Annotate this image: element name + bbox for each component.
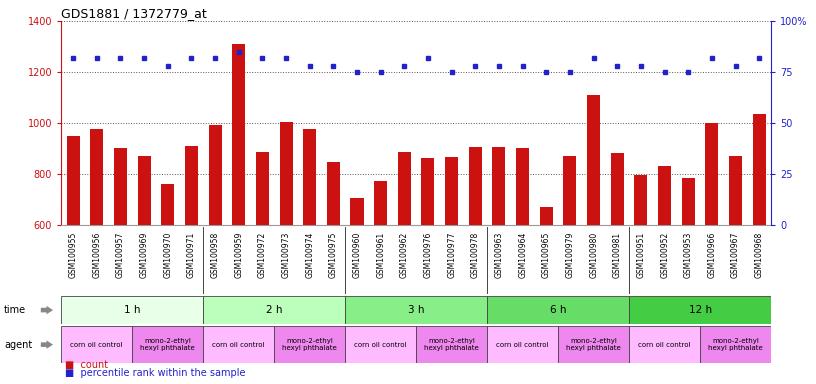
Bar (659, 166, 671, 377)
Bar (162, 184, 174, 377)
Bar (422, 159, 434, 377)
Text: corn oil control: corn oil control (354, 342, 407, 348)
Bar (700, 326, 771, 363)
Bar (280, 122, 292, 377)
Bar (730, 156, 742, 377)
Text: mono-2-ethyl
hexyl phthalate: mono-2-ethyl hexyl phthalate (708, 338, 763, 351)
Bar (209, 126, 221, 377)
Text: mono-2-ethyl
hexyl phthalate: mono-2-ethyl hexyl phthalate (140, 338, 195, 351)
Text: GSM100965: GSM100965 (542, 232, 551, 278)
Text: mono-2-ethyl
hexyl phthalate: mono-2-ethyl hexyl phthalate (566, 338, 621, 351)
Text: 2 h: 2 h (266, 305, 282, 315)
Text: GSM100959: GSM100959 (234, 232, 243, 278)
Bar (706, 123, 718, 377)
Bar (233, 44, 245, 377)
Bar (416, 326, 487, 363)
Text: corn oil control: corn oil control (70, 342, 123, 348)
Bar (185, 146, 197, 377)
Bar (114, 148, 126, 377)
Bar (564, 156, 576, 377)
Bar (588, 95, 600, 377)
Bar (345, 326, 416, 363)
Bar (203, 296, 345, 324)
Text: GSM100963: GSM100963 (494, 232, 503, 278)
Text: GSM100981: GSM100981 (613, 232, 622, 278)
Bar (398, 152, 410, 377)
Text: GSM100960: GSM100960 (353, 232, 361, 278)
Bar (304, 129, 316, 377)
Text: GSM100975: GSM100975 (329, 232, 338, 278)
Text: GSM100971: GSM100971 (187, 232, 196, 278)
Bar (629, 296, 771, 324)
Text: GSM100978: GSM100978 (471, 232, 480, 278)
Bar (67, 136, 79, 377)
Bar (487, 326, 558, 363)
Text: GSM100976: GSM100976 (424, 232, 432, 278)
Text: GSM100969: GSM100969 (140, 232, 149, 278)
Text: corn oil control: corn oil control (496, 342, 549, 348)
Text: GSM100955: GSM100955 (69, 232, 78, 278)
Bar (493, 147, 505, 377)
Text: GSM100977: GSM100977 (447, 232, 456, 278)
Text: ■  count: ■ count (65, 360, 109, 370)
Bar (91, 129, 103, 377)
Text: time: time (4, 305, 26, 315)
Bar (138, 156, 150, 377)
Text: GDS1881 / 1372779_at: GDS1881 / 1372779_at (61, 7, 207, 20)
Bar (327, 162, 339, 377)
Bar (132, 326, 203, 363)
Text: ■  percentile rank within the sample: ■ percentile rank within the sample (65, 368, 246, 378)
Bar (487, 296, 629, 324)
Text: GSM100957: GSM100957 (116, 232, 125, 278)
Text: GSM100966: GSM100966 (707, 232, 716, 278)
Bar (203, 326, 274, 363)
Bar (61, 296, 203, 324)
Bar (611, 154, 623, 377)
Text: GSM100980: GSM100980 (589, 232, 598, 278)
Text: corn oil control: corn oil control (212, 342, 265, 348)
Bar (375, 181, 387, 377)
Text: GSM100953: GSM100953 (684, 232, 693, 278)
Text: GSM100967: GSM100967 (731, 232, 740, 278)
Text: GSM100962: GSM100962 (400, 232, 409, 278)
Bar (635, 175, 647, 377)
Text: corn oil control: corn oil control (638, 342, 691, 348)
Bar (61, 326, 132, 363)
Text: GSM100961: GSM100961 (376, 232, 385, 278)
Text: 1 h: 1 h (124, 305, 140, 315)
Bar (753, 114, 765, 377)
Bar (274, 326, 345, 363)
Bar (469, 147, 481, 377)
Text: GSM100952: GSM100952 (660, 232, 669, 278)
Text: GSM100974: GSM100974 (305, 232, 314, 278)
Text: agent: agent (4, 339, 33, 350)
Bar (540, 207, 552, 377)
Text: GSM100968: GSM100968 (755, 232, 764, 278)
Bar (558, 326, 629, 363)
Text: GSM100951: GSM100951 (636, 232, 645, 278)
Text: GSM100970: GSM100970 (163, 232, 172, 278)
Text: GSM100972: GSM100972 (258, 232, 267, 278)
Text: GSM100958: GSM100958 (211, 232, 220, 278)
Bar (517, 148, 529, 377)
Text: GSM100956: GSM100956 (92, 232, 101, 278)
Text: mono-2-ethyl
hexyl phthalate: mono-2-ethyl hexyl phthalate (424, 338, 479, 351)
Bar (351, 198, 363, 377)
Text: 12 h: 12 h (689, 305, 712, 315)
Text: GSM100964: GSM100964 (518, 232, 527, 278)
Bar (682, 177, 694, 377)
Text: mono-2-ethyl
hexyl phthalate: mono-2-ethyl hexyl phthalate (282, 338, 337, 351)
Bar (256, 152, 268, 377)
Text: GSM100973: GSM100973 (282, 232, 290, 278)
Bar (345, 296, 487, 324)
Text: 6 h: 6 h (550, 305, 566, 315)
Text: GSM100979: GSM100979 (565, 232, 574, 278)
Bar (629, 326, 700, 363)
Text: 3 h: 3 h (408, 305, 424, 315)
Bar (446, 157, 458, 377)
